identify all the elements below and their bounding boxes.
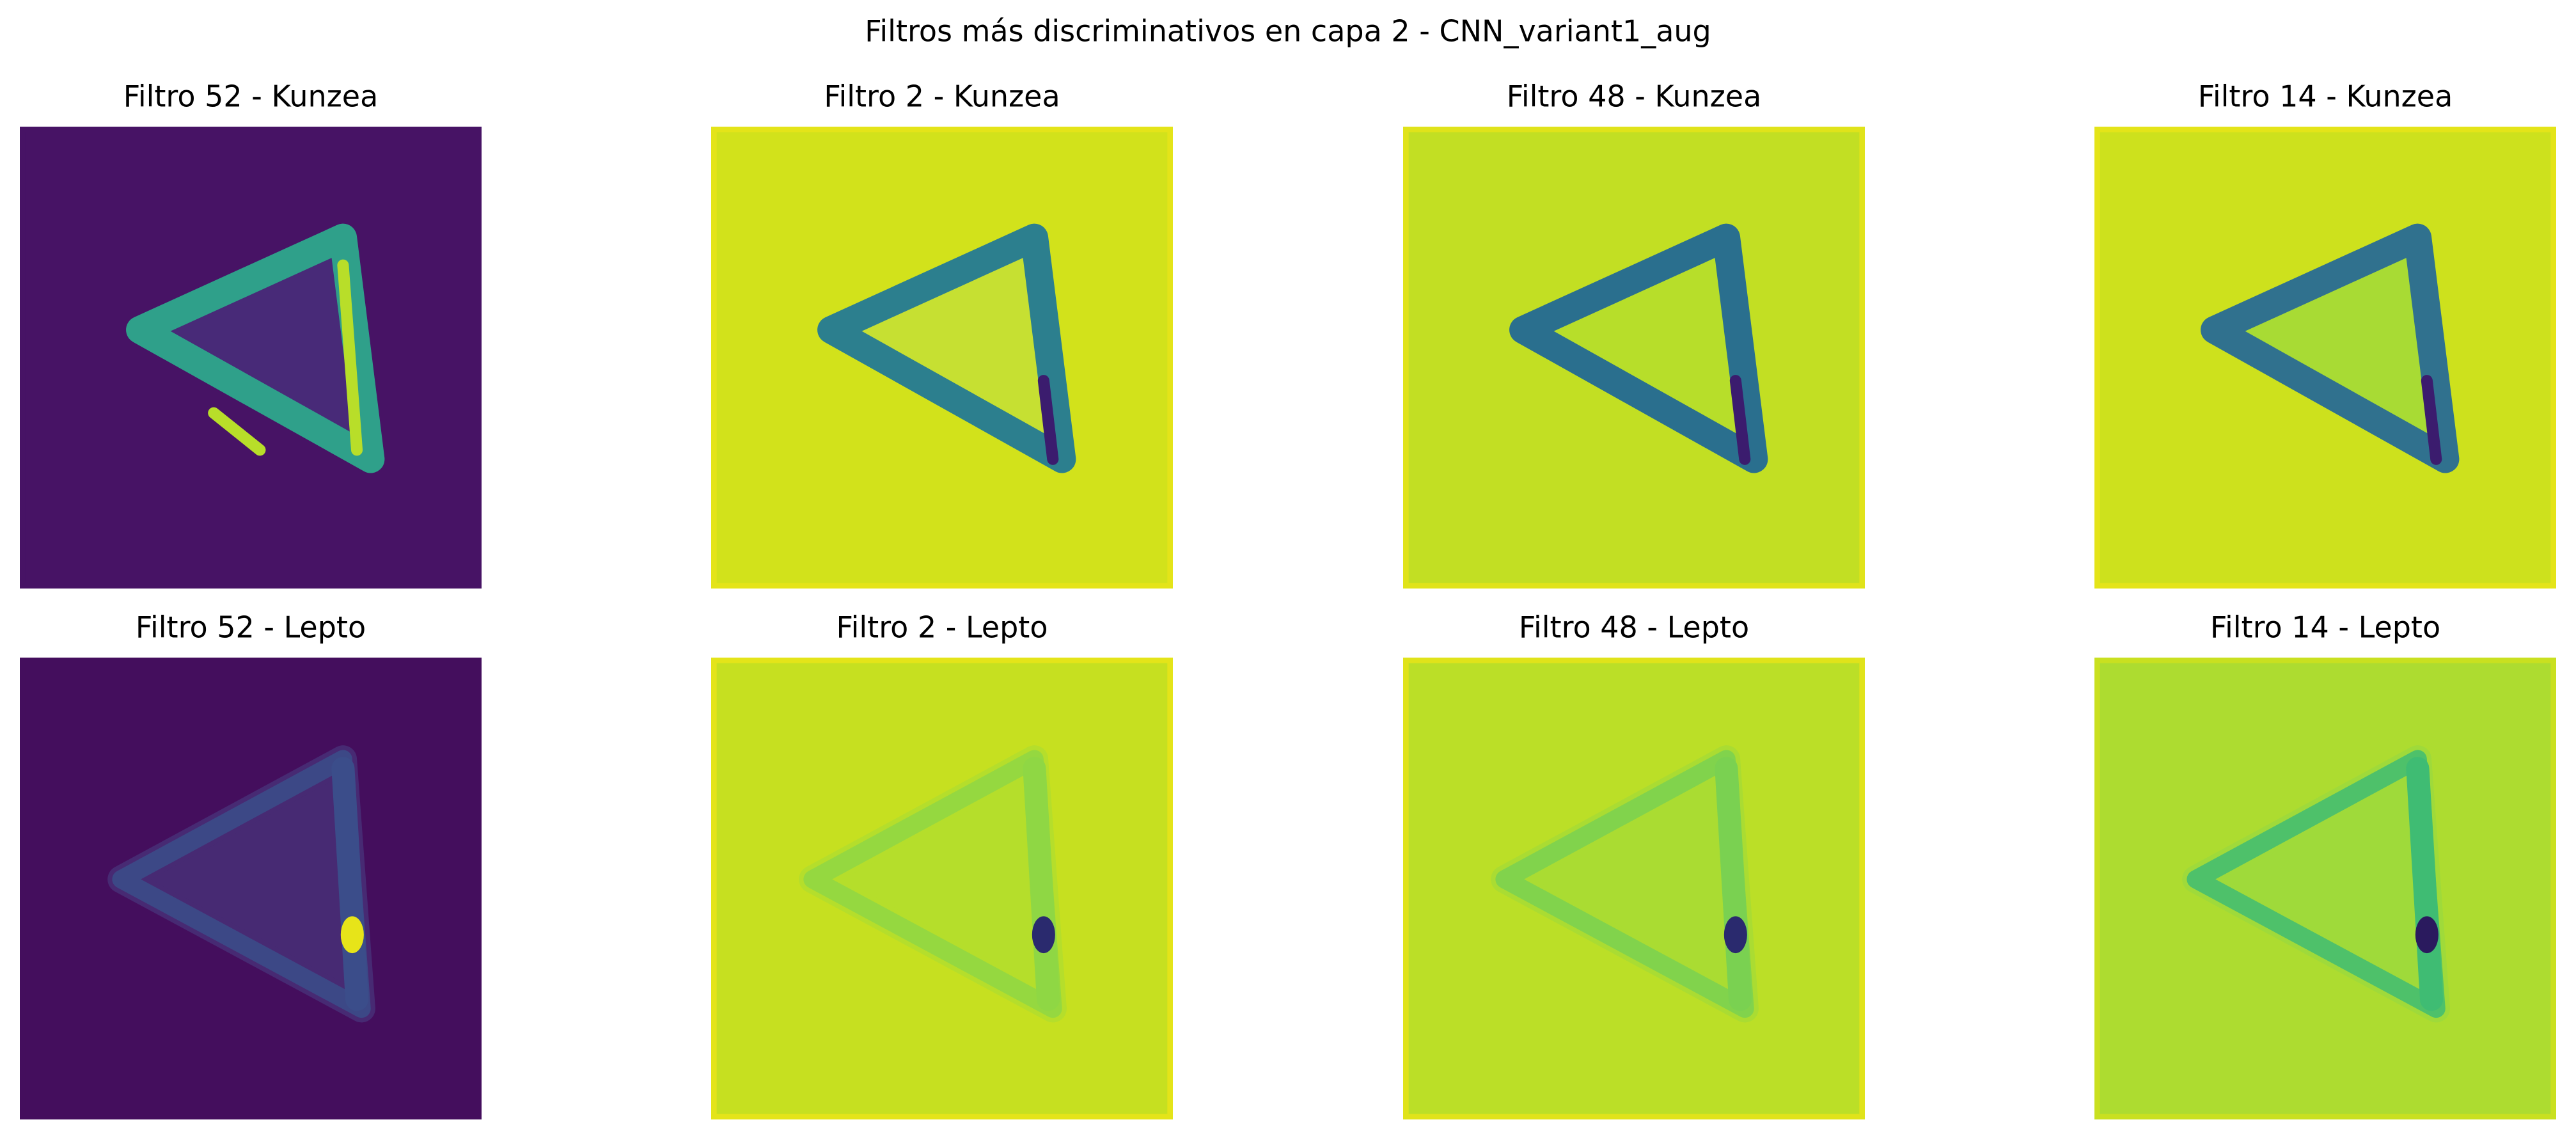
feature-map	[1403, 658, 1865, 1119]
right-edge	[2406, 757, 2444, 1011]
feature-map	[20, 127, 482, 589]
feature-map	[2094, 127, 2556, 589]
panel-title: Filtro 52 - Lepto	[136, 610, 366, 645]
hot-spot	[1724, 916, 1747, 954]
feature-map	[20, 658, 482, 1119]
hot-edge	[2421, 375, 2442, 465]
shape-outline	[126, 223, 385, 473]
shape-outline	[817, 223, 1076, 473]
right-edge	[1023, 757, 1060, 1011]
panel-title: Filtro 48 - Lepto	[1519, 610, 1749, 645]
feature-map	[711, 127, 1173, 589]
panel-title: Filtro 14 - Lepto	[2210, 610, 2440, 645]
right-edge	[1715, 757, 1752, 1011]
panel-title: Filtro 48 - Kunzea	[1507, 79, 1762, 114]
panel-title: Filtro 14 - Kunzea	[2198, 79, 2453, 114]
panel-title: Filtro 2 - Kunzea	[824, 79, 1060, 114]
panel-title: Filtro 2 - Lepto	[836, 610, 1048, 645]
hot-spot	[340, 916, 364, 954]
hot-spot	[1032, 916, 1055, 954]
shape-outline	[2201, 223, 2460, 473]
hot-spot	[2415, 916, 2439, 954]
hot-edge	[1037, 375, 1059, 465]
shape-outline	[1509, 223, 1768, 473]
right-edge	[331, 757, 369, 1011]
feature-map	[711, 658, 1173, 1119]
feature-map	[2094, 658, 2556, 1119]
feature-map	[1403, 127, 1865, 589]
hot-edge	[208, 259, 363, 456]
panel-title: Filtro 52 - Kunzea	[123, 79, 379, 114]
hot-edge	[1729, 375, 1751, 465]
figure-title: Filtros más discriminativos en capa 2 - …	[865, 14, 1711, 49]
